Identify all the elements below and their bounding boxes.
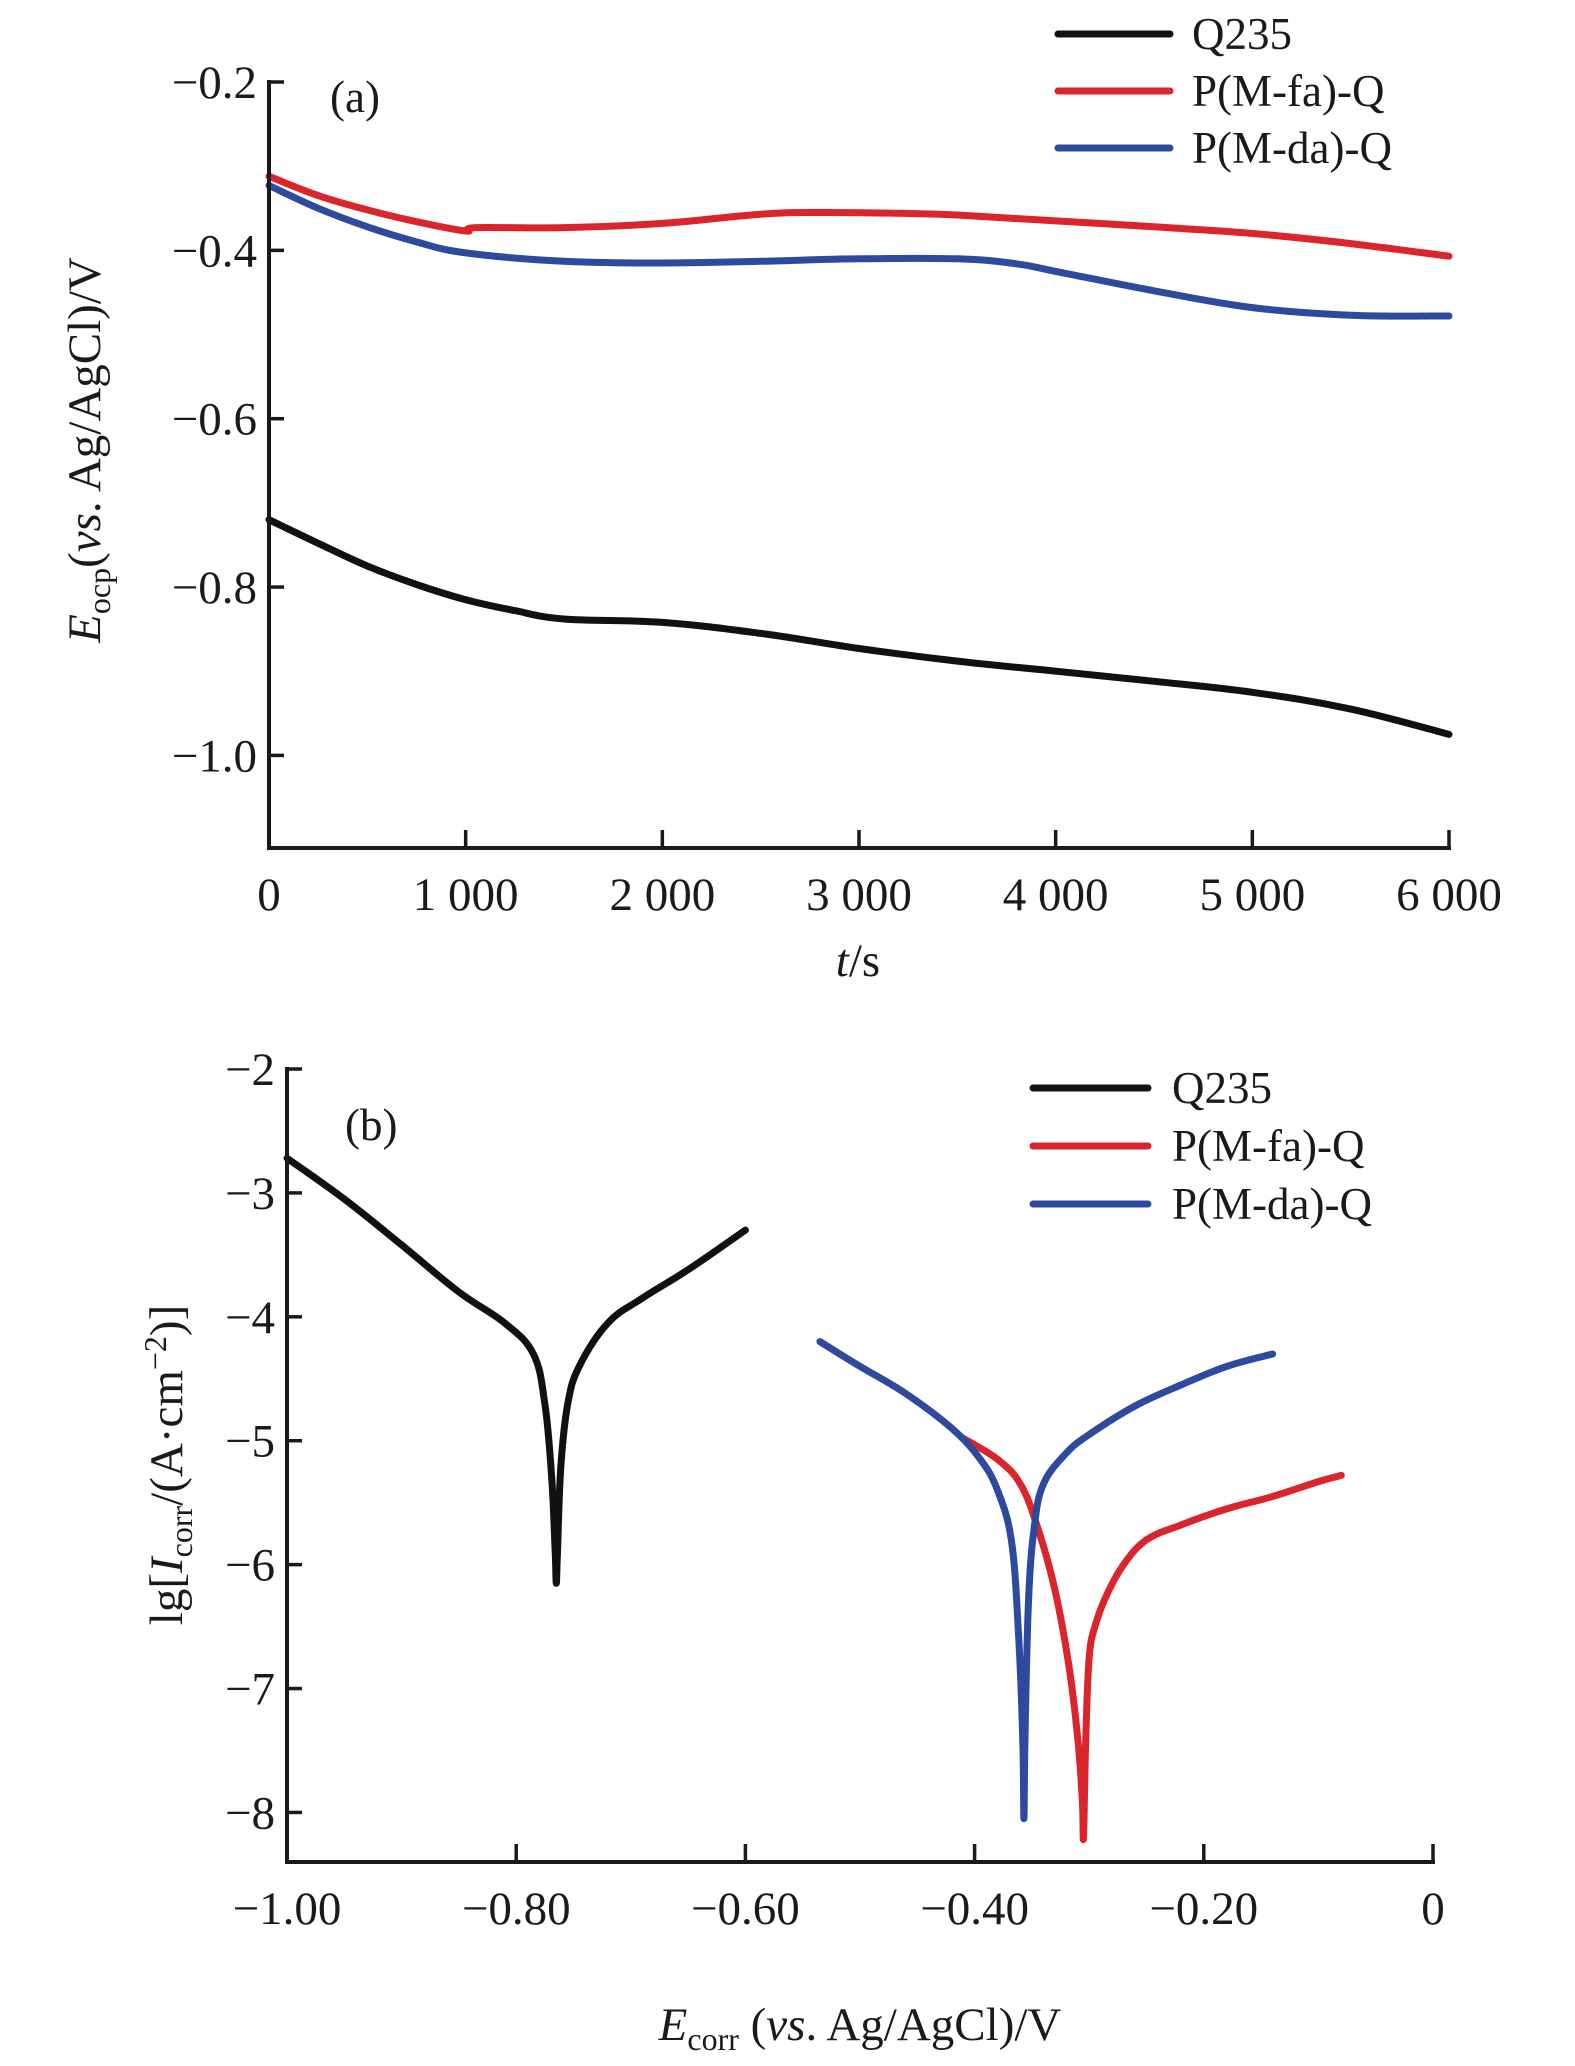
b-x-tick-label: 0 — [1421, 1883, 1445, 1935]
a-legend-label: P(M-fa)-Q — [1192, 66, 1384, 116]
b-series-group — [283, 1154, 1345, 1844]
a-y-tick-label: −1.0 — [172, 730, 257, 782]
a-x-tick-label: 2 000 — [609, 869, 715, 921]
b-y-tick-label: −2 — [225, 1044, 275, 1096]
a-series-p-m-da-q — [265, 182, 1453, 320]
b-y-axis-title: lg[Icorr/(A·cm−2)] — [137, 1305, 199, 1625]
a-y-ticks: −0.2 −0.4 −0.6 −0.8 −1.0 — [172, 57, 284, 782]
b-x-tick-label: −1.00 — [233, 1883, 342, 1935]
b-y-ticks: −2 −3 −4 −5 −6 −7 −8 — [225, 1044, 302, 1839]
a-panel-label: (a) — [330, 72, 380, 122]
a-x-tick-label: 6 000 — [1396, 869, 1502, 921]
a-series-group — [265, 172, 1453, 738]
b-series-p-m-da-q — [816, 1338, 1277, 1823]
b-y-tick-label: −8 — [225, 1787, 275, 1839]
a-y-tick-label: −0.6 — [172, 394, 257, 446]
a-y-tick-label: −0.2 — [172, 57, 257, 109]
a-legend-label: Q235 — [1192, 9, 1292, 59]
a-y-axis-title: Eocp(vs. Ag/AgCl)/V — [59, 257, 117, 644]
a-x-tick-label: 5 000 — [1199, 869, 1305, 921]
a-x-tick-label: 3 000 — [806, 869, 912, 921]
a-y-tick-label: −0.8 — [172, 562, 257, 614]
b-y-tick-label: −6 — [225, 1540, 275, 1592]
a-x-tick-label: 4 000 — [1003, 869, 1109, 921]
a-series-p-m-fa-q — [265, 172, 1453, 260]
b-x-ticks: −1.00 −0.80 −0.60 −0.40 −0.20 0 — [233, 1844, 1445, 1935]
b-y-tick-label: −5 — [225, 1416, 275, 1468]
b-x-tick-label: −0.40 — [920, 1883, 1029, 1935]
panel-a: −0.2 −0.4 −0.6 −0.8 −1.0 0 1 000 2 000 3 000 4 0… — [59, 9, 1502, 987]
a-x-axis-title: t/s — [836, 935, 880, 987]
b-y-tick-label: −4 — [225, 1292, 275, 1344]
b-legend-label: P(M-da)-Q — [1172, 1179, 1372, 1229]
b-legend-label: Q235 — [1172, 1063, 1272, 1113]
b-series-p-m-fa-q — [959, 1434, 1345, 1844]
b-legend: Q235 P(M-fa)-Q P(M-da)-Q — [1029, 1063, 1372, 1229]
b-x-tick-label: −0.20 — [1149, 1883, 1258, 1935]
a-x-tick-label: 0 — [257, 869, 281, 921]
b-y-tick-label: −7 — [225, 1664, 275, 1716]
b-x-tick-label: −0.80 — [462, 1883, 571, 1935]
a-legend: Q235 P(M-fa)-Q P(M-da)-Q — [1054, 9, 1392, 173]
b-series-q235 — [283, 1154, 749, 1587]
a-series-q235 — [265, 516, 1453, 738]
a-x-ticks: 0 1 000 2 000 3 000 4 000 5 000 6 000 — [257, 830, 1502, 921]
b-x-tick-label: −0.60 — [691, 1883, 800, 1935]
b-panel-label: (b) — [345, 1100, 397, 1150]
panel-b: −2 −3 −4 −5 −6 −7 −8 −1.00 −0.80 −0.60 −0.40 −0.20… — [137, 1044, 1445, 2057]
a-legend-label: P(M-da)-Q — [1192, 123, 1392, 173]
b-y-tick-label: −3 — [225, 1168, 275, 1220]
b-x-axis-title: Ecorr (vs. Ag/AgCl)/V — [658, 1999, 1062, 2057]
b-legend-label: P(M-fa)-Q — [1172, 1121, 1364, 1171]
a-x-tick-label: 1 000 — [413, 869, 519, 921]
a-y-tick-label: −0.4 — [172, 225, 257, 277]
